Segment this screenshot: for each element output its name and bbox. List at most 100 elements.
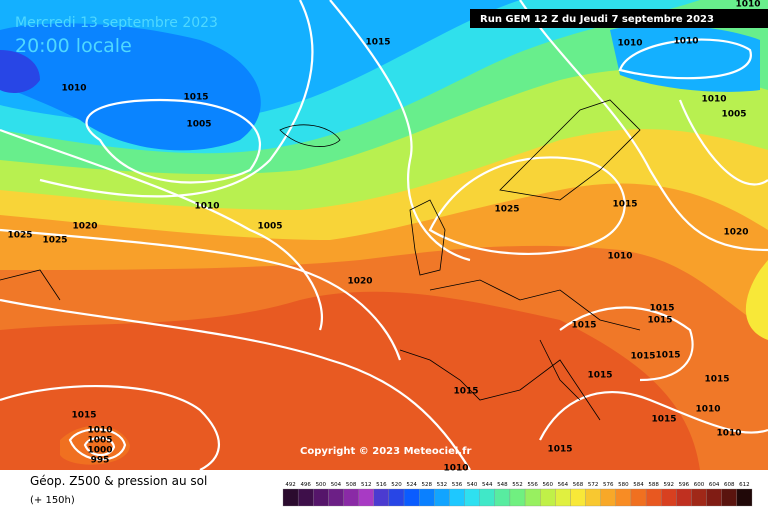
legend-swatch — [509, 488, 526, 507]
isobar-label: 1015 — [630, 352, 655, 362]
isobar-label: 1015 — [651, 415, 676, 425]
isobar-label: 1015 — [647, 316, 672, 326]
legend-level: 572 — [588, 482, 599, 488]
legend-level: 584 — [633, 482, 644, 488]
legend-swatch — [434, 488, 450, 507]
isobar-label: 1010 — [443, 464, 468, 474]
legend-level: 560 — [543, 482, 554, 488]
legend-level: 564 — [558, 482, 569, 488]
isobar-label: 1015 — [655, 351, 680, 361]
isobar-label: 1015 — [571, 321, 596, 331]
legend-swatch — [358, 488, 374, 507]
legend-swatch — [449, 488, 465, 507]
legend-swatch — [555, 488, 571, 507]
isobar-label: 1015 — [71, 411, 96, 421]
legend-swatch — [494, 488, 511, 507]
legend-swatch — [645, 488, 662, 507]
coastlines — [0, 99, 641, 421]
legend-level: 492 — [285, 482, 296, 488]
legend-swatch — [524, 488, 541, 507]
legend-swatch — [343, 488, 359, 507]
legend-level: 504 — [331, 482, 342, 488]
isobar-label: 1015 — [587, 371, 612, 381]
isobar-label: 1020 — [72, 222, 97, 232]
isobar-label: 1005 — [721, 110, 746, 120]
legend-level: 612 — [739, 482, 750, 488]
isobar-label: 1010 — [194, 202, 219, 212]
legend-swatch — [403, 488, 420, 507]
isobar-label: 1015 — [453, 387, 478, 397]
legend-swatch — [464, 488, 480, 507]
isobar-label: 1010 — [716, 429, 741, 439]
legend-level: 516 — [376, 482, 387, 488]
legend-swatch — [297, 488, 314, 507]
z500-field — [0, 0, 768, 470]
time: 20:00 locale — [15, 35, 132, 57]
legend-swatch — [691, 488, 707, 507]
legend-level: 536 — [452, 482, 463, 488]
legend-level: 532 — [437, 482, 448, 488]
legend-level: 544 — [482, 482, 493, 488]
legend-swatch — [373, 488, 390, 507]
isobar-label: 1015 — [183, 93, 208, 103]
legend-swatch — [585, 488, 601, 507]
legend-level: 580 — [618, 482, 629, 488]
legend-level: 500 — [316, 482, 327, 488]
isobar-label: 1005 — [186, 120, 211, 130]
legend-swatch — [706, 488, 722, 507]
legend-level: 508 — [346, 482, 357, 488]
isobar-label: 1000 — [87, 446, 112, 456]
legend-swatch — [282, 488, 299, 507]
legend-level: 496 — [300, 482, 311, 488]
legend-level: 588 — [648, 482, 659, 488]
isobar-label: 1010 — [695, 405, 720, 415]
legend-swatch — [600, 488, 616, 507]
legend-level: 592 — [664, 482, 675, 488]
legend-level: 556 — [527, 482, 538, 488]
legend-swatch — [676, 488, 692, 507]
legend-level: 520 — [391, 482, 402, 488]
legend-level: 524 — [406, 482, 417, 488]
legend-level: 512 — [361, 482, 372, 488]
isobar-label: 1025 — [42, 236, 67, 246]
copyright: Copyright © 2023 Meteociel.fr — [300, 446, 471, 457]
legend-swatch — [388, 488, 405, 507]
legend-level: 604 — [709, 482, 720, 488]
isobar-label: 1025 — [7, 231, 32, 241]
isobar-label: 1010 — [701, 95, 726, 105]
legend-swatch — [328, 488, 344, 507]
isobar-label: 1020 — [347, 277, 372, 287]
legend-level: 568 — [573, 482, 584, 488]
isobars — [0, 0, 768, 461]
run-box — [470, 9, 768, 28]
isobar-label: 1010 — [735, 0, 760, 10]
legend-level: 596 — [679, 482, 690, 488]
legend-swatch — [419, 488, 435, 507]
legend-swatch — [313, 488, 329, 507]
legend-swatch — [570, 488, 586, 507]
legend-subtitle: (+ 150h) — [30, 495, 75, 506]
isobar-label: 1015 — [365, 38, 390, 48]
isobar-label: 1010 — [61, 84, 86, 94]
isobar-label: 1015 — [649, 304, 674, 314]
legend-level: 608 — [724, 482, 735, 488]
isobar-label: 1015 — [704, 375, 729, 385]
legend-swatch — [615, 488, 632, 507]
isobar-label: 1020 — [723, 228, 748, 238]
legend-swatch — [736, 488, 753, 507]
date: Mercredi 13 septembre 2023 — [15, 15, 218, 31]
legend-swatch — [479, 488, 495, 507]
run-info: Run GEM 12 Z du Jeudi 7 septembre 2023 — [480, 14, 714, 25]
legend-level: 600 — [694, 482, 705, 488]
isobar-label: 1025 — [494, 205, 519, 215]
isobar-label: 1010 — [673, 37, 698, 47]
isobar-label: 995 — [91, 456, 110, 466]
legend-title: Géop. Z500 & pression au sol — [30, 474, 207, 488]
legend-swatch — [661, 488, 677, 507]
isobar-label: 1010 — [607, 252, 632, 262]
legend-swatch — [540, 488, 556, 507]
isobar-label: 1005 — [257, 222, 282, 232]
legend-swatch — [721, 488, 738, 507]
